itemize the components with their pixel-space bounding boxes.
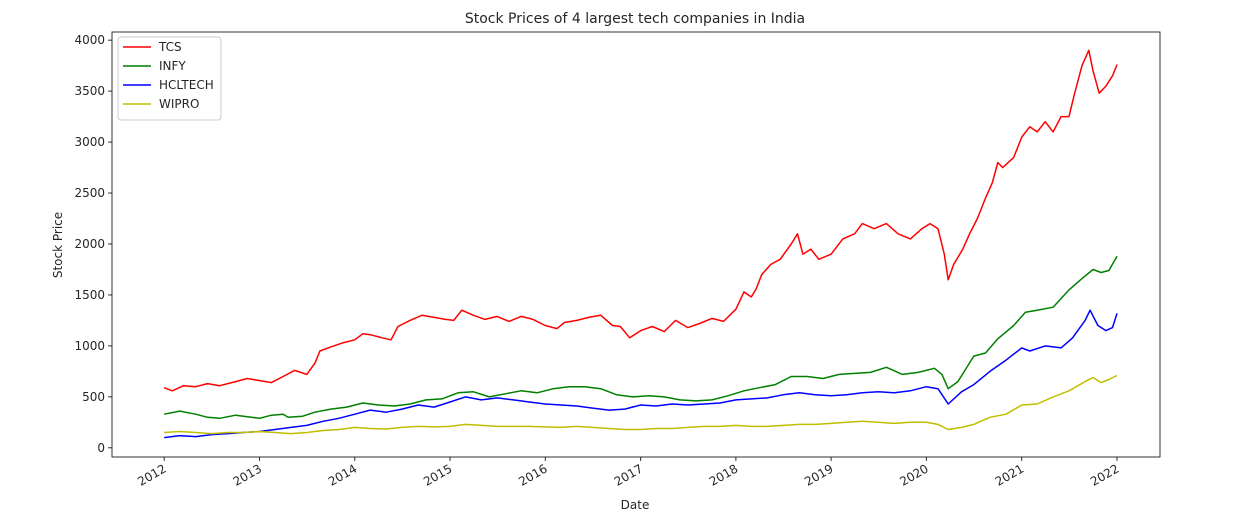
legend-box xyxy=(117,36,222,121)
series-line-infy xyxy=(164,255,1118,420)
legend-label: INFY xyxy=(159,59,186,73)
x-tick-label: 2020 xyxy=(897,461,930,488)
legend-label: HCLTECH xyxy=(159,78,214,92)
x-tick-label: 2016 xyxy=(516,461,549,488)
y-tick-label: 3500 xyxy=(74,84,105,98)
x-tick-label: 2018 xyxy=(707,461,740,488)
x-axis: 2012 2013 2014 2015 2016 2017 2018 2019 2020 2021… xyxy=(135,457,1121,489)
x-tick-label: 2013 xyxy=(231,461,264,488)
series-line-hcltech xyxy=(164,309,1118,439)
y-tick-label: 4000 xyxy=(74,33,105,47)
x-axis-label: Date xyxy=(621,498,650,512)
y-tick-label: 500 xyxy=(82,390,105,404)
legend-label: TCS xyxy=(158,40,182,54)
plot-frame xyxy=(111,31,1161,458)
x-tick-label: 2015 xyxy=(421,461,454,488)
series-line-tcs xyxy=(163,49,1118,392)
chart-title: Stock Prices of 4 largest tech companies… xyxy=(465,11,805,27)
y-axis-label: Stock Price xyxy=(51,212,65,278)
x-tick-label: 2021 xyxy=(993,461,1026,488)
x-tick-label: 2014 xyxy=(326,461,359,488)
y-tick-label: 2500 xyxy=(74,186,105,200)
x-tick-label: 2012 xyxy=(135,461,168,488)
legend: TCS INFY HCLTECH WIPRO xyxy=(117,36,222,121)
series-line-wipro xyxy=(164,374,1118,435)
y-tick-label: 2000 xyxy=(74,237,105,251)
x-tick-label: 2022 xyxy=(1088,461,1121,488)
y-tick-label: 3000 xyxy=(74,135,105,149)
x-tick-label: 2019 xyxy=(802,461,835,488)
x-tick-label: 2017 xyxy=(612,461,645,488)
y-tick-label: 1000 xyxy=(74,339,105,353)
plot-area xyxy=(163,49,1118,439)
y-axis: 0 500 1000 1500 2000 2500 3000 3500 4000 xyxy=(74,33,112,455)
y-tick-label: 1500 xyxy=(74,288,105,302)
legend-label: WIPRO xyxy=(159,97,199,111)
y-tick-label: 0 xyxy=(97,441,105,455)
